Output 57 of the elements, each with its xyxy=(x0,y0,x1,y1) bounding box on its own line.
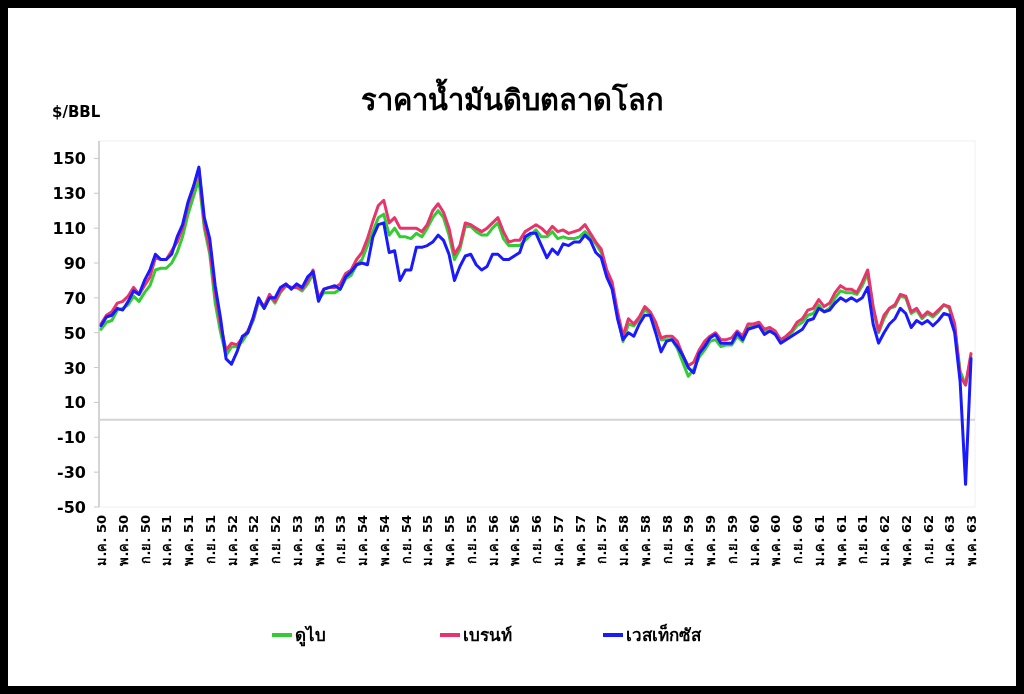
y-tick-label: -30 xyxy=(57,463,86,483)
y-tick-label: -50 xyxy=(57,498,86,517)
y-tick-label: 10 xyxy=(63,393,86,413)
y-tick-label: 70 xyxy=(63,288,86,308)
x-tick-label: ม.ค. 61 xyxy=(811,515,827,566)
y-tick-label: 110 xyxy=(52,219,86,239)
x-tick-label: พ.ค. 54 xyxy=(376,515,392,566)
legend-label: เบรนท์ xyxy=(463,625,512,645)
x-tick-label: ม.ค. 51 xyxy=(159,515,175,566)
x-tick-label: พ.ค. 56 xyxy=(507,515,523,566)
x-tick-label: พ.ค. 58 xyxy=(637,515,653,566)
x-tick-label: พ.ค. 51 xyxy=(181,515,196,566)
x-tick-label: ก.ย. 61 xyxy=(855,515,871,564)
x-tick-label: พ.ค. 62 xyxy=(898,515,914,566)
x-tick-label: ก.ย. 56 xyxy=(529,515,544,564)
x-tick-label: ม.ค. 59 xyxy=(681,515,697,566)
legend-label: เวสเท็กซัส xyxy=(626,623,702,645)
x-tick-label: ม.ค. 56 xyxy=(485,515,501,566)
x-tick-label: ม.ค. 50 xyxy=(94,515,109,566)
x-tick-label: ม.ค. 55 xyxy=(420,515,436,566)
x-tick-label: พ.ค. 55 xyxy=(442,515,457,566)
y-tick-label: 30 xyxy=(63,358,86,378)
x-tick-label: ก.ย. 55 xyxy=(463,515,479,564)
x-tick-label: ม.ค. 58 xyxy=(616,515,631,566)
x-tick-label: พ.ค. 50 xyxy=(115,515,131,566)
x-tick-label: พ.ค. 63 xyxy=(964,515,979,566)
legend-label: ดูไบ xyxy=(295,625,326,647)
y-tick-label: -10 xyxy=(57,428,86,448)
x-tick-label: ก.ย. 54 xyxy=(398,515,414,564)
x-tick-label: ม.ค. 62 xyxy=(877,515,892,566)
x-tick-label: ก.ย. 52 xyxy=(268,515,283,564)
y-tick-label: 90 xyxy=(63,254,86,273)
x-tick-label: พ.ค. 60 xyxy=(768,515,784,566)
chart-title: ราคาน้ำมันดิบตลาดโลก xyxy=(360,78,664,117)
x-tick-label: ก.ย. 53 xyxy=(333,515,349,564)
x-tick-label: พ.ค. 57 xyxy=(572,515,588,566)
x-tick-label: ม.ค. 63 xyxy=(942,515,958,566)
x-tick-label: ม.ค. 60 xyxy=(746,515,762,566)
x-tick-label: ม.ค. 57 xyxy=(550,515,566,566)
x-tick-label: ก.ย. 50 xyxy=(137,515,153,564)
x-tick-label: ก.ย. 57 xyxy=(594,515,610,564)
y-tick-label: 50 xyxy=(63,323,86,343)
x-tick-label: ก.ย. 51 xyxy=(202,515,218,564)
x-tick-label: ก.ย. 58 xyxy=(659,515,675,564)
y-axis-title: $/BBL xyxy=(52,103,101,121)
y-tick-label: 130 xyxy=(52,184,86,204)
x-tick-label: ก.ย. 62 xyxy=(920,515,936,564)
x-tick-label: ก.ย. 59 xyxy=(724,515,740,564)
x-tick-label: พ.ค. 61 xyxy=(833,515,849,566)
x-tick-label: ม.ค. 53 xyxy=(289,515,305,566)
x-tick-label: พ.ค. 52 xyxy=(246,515,262,566)
x-tick-label: ม.ค. 52 xyxy=(224,515,240,566)
x-tick-label: ม.ค. 54 xyxy=(355,515,370,566)
y-tick-label: 150 xyxy=(52,149,86,169)
x-tick-label: พ.ค. 59 xyxy=(703,515,718,566)
x-tick-label: ก.ย. 60 xyxy=(790,515,805,564)
x-tick-label: พ.ค. 53 xyxy=(311,515,327,566)
